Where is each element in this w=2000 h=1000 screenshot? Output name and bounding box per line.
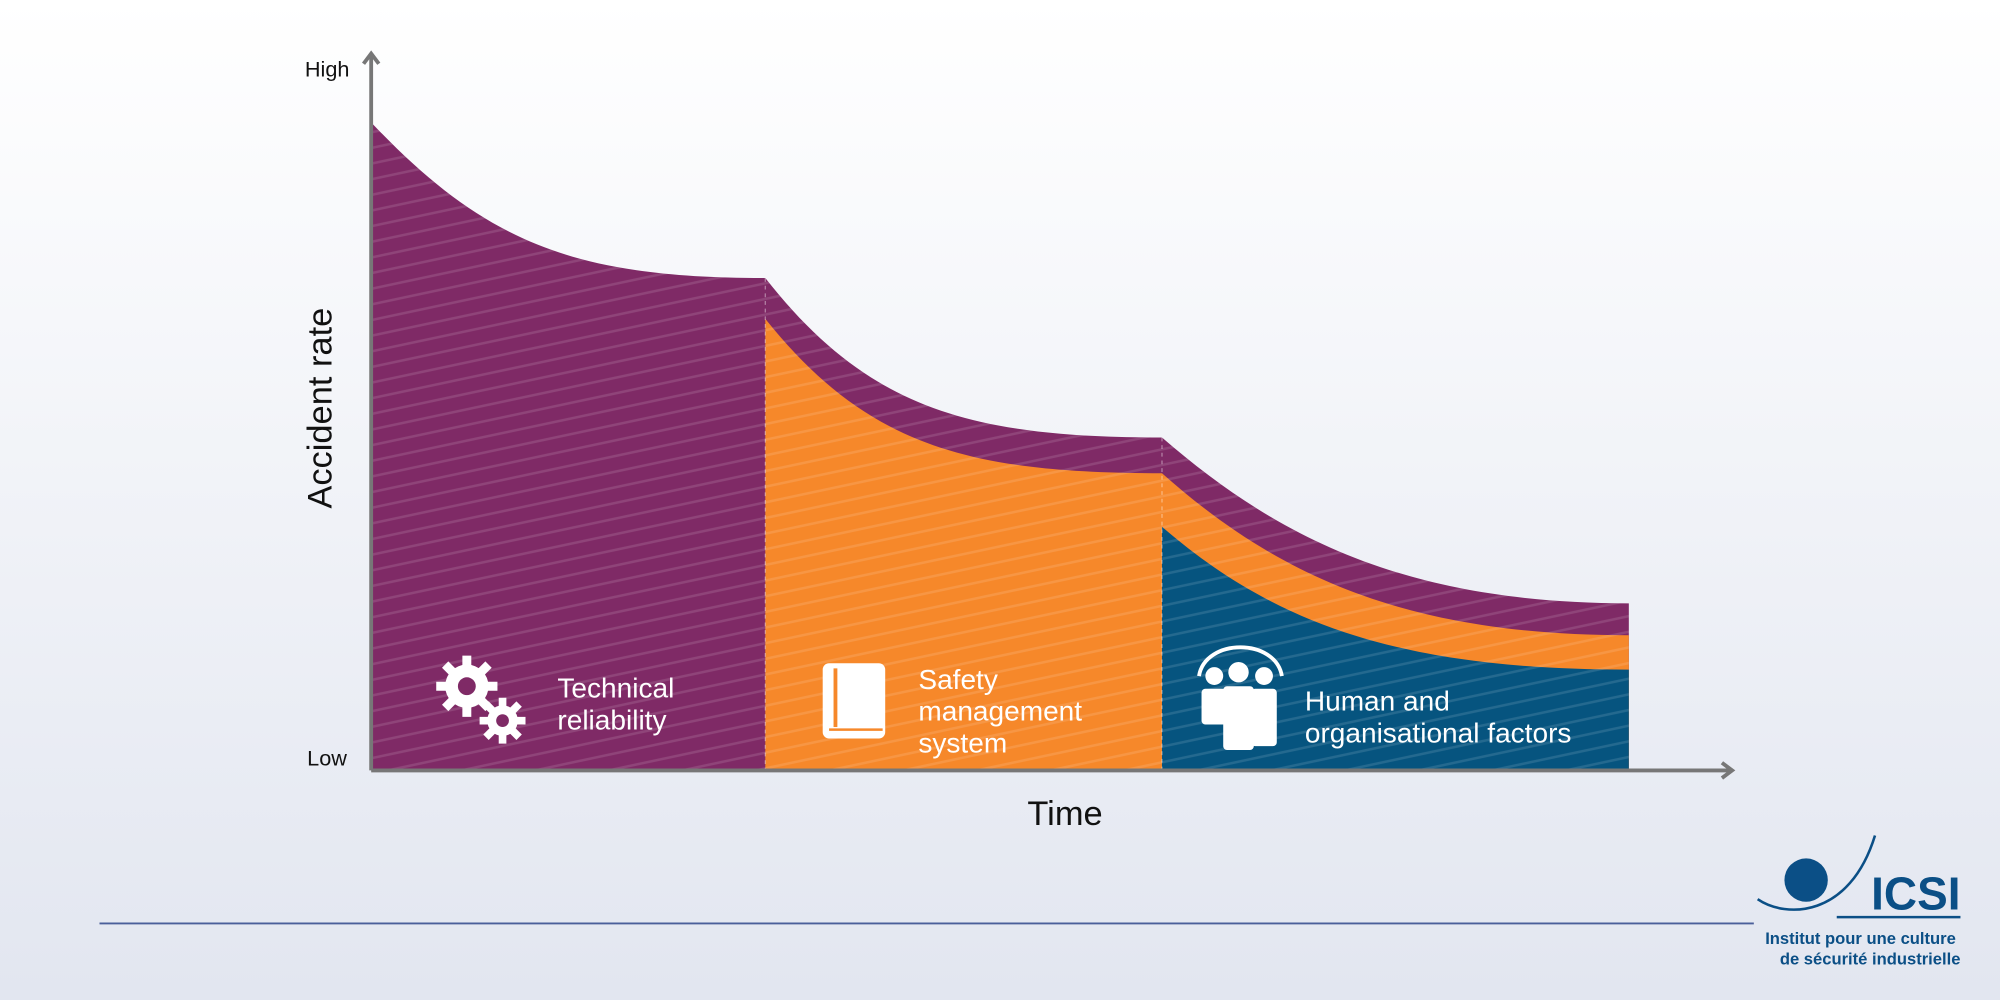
logo-tagline: Institut pour une culture de sécurité in…: [1765, 929, 1960, 968]
y-label: Accident rate: [302, 308, 340, 509]
gears-icon: [436, 655, 526, 744]
y-high: High: [305, 57, 350, 82]
stripe-overlay: [371, 122, 1629, 771]
segment-label: Technical reliability: [557, 673, 682, 736]
book-icon: [822, 663, 886, 739]
segment-label: Human and organisational factors: [1305, 685, 1572, 748]
y-low: Low: [307, 745, 347, 770]
x-label: Time: [1027, 795, 1102, 833]
people-icon: [1197, 645, 1284, 750]
segment-label: Safety management system: [918, 664, 1090, 759]
logo-name: ICSI: [1871, 867, 1960, 919]
axes: [361, 50, 1736, 780]
logo: ICSI Institut pour une culture de sécuri…: [1756, 835, 1960, 968]
